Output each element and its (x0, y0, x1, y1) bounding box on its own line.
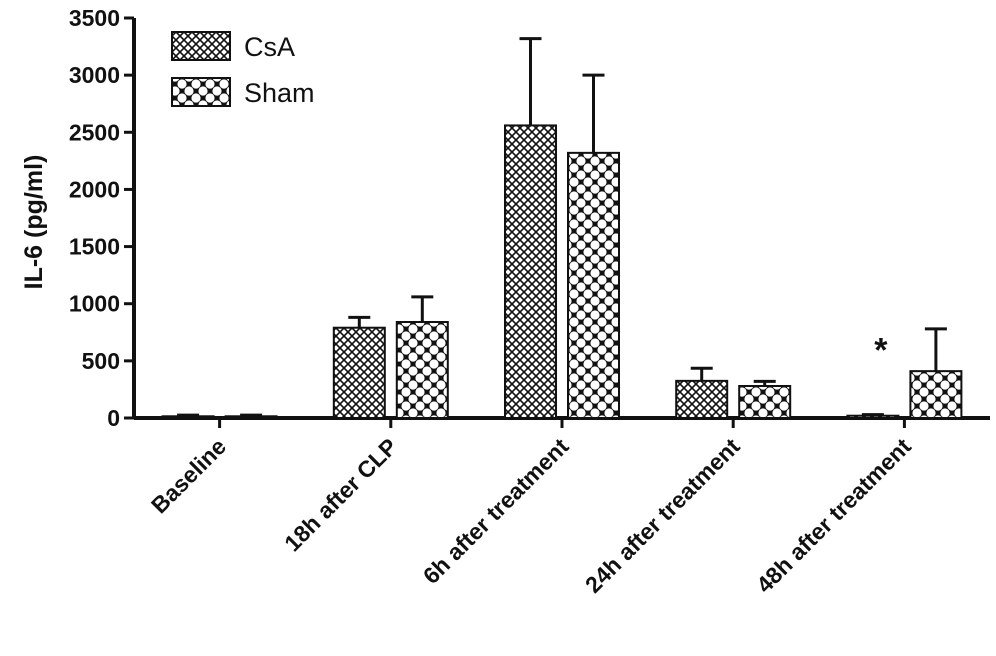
y-tick-label: 3500 (69, 5, 120, 31)
y-tick-label: 3000 (69, 62, 120, 88)
bar-sham (738, 385, 792, 419)
bar-csa (332, 326, 386, 420)
x-tick-label: 18h after CLP (279, 433, 402, 556)
x-tick-label: 6h after treatment (418, 433, 574, 589)
y-tick-label: 1500 (69, 234, 120, 260)
bars (161, 124, 963, 420)
y-tick-label: 500 (82, 348, 120, 374)
y-axis-title: IL-6 (pg/ml) (20, 155, 48, 290)
bar-csa (504, 124, 557, 420)
legend: CsA Sham (171, 31, 315, 108)
legend-swatch-csa (171, 31, 231, 61)
legend-label-csa: CsA (244, 32, 295, 62)
y-tick-label: 2500 (69, 119, 120, 145)
annotations: * (874, 331, 888, 369)
y-ticks: 0 500 1000 1500 2000 2500 3000 3500 (69, 5, 134, 431)
bar-sham (909, 370, 963, 419)
error-bars (177, 37, 947, 417)
x-tick-label: 48h after treatment (751, 433, 916, 598)
y-tick-label: 0 (107, 405, 120, 431)
bar-sham (567, 151, 620, 419)
legend-swatch-sham (171, 77, 231, 107)
x-tick-label: Baseline (146, 433, 231, 518)
x-ticks: Baseline 18h after CLP 6h after treatment 2… (146, 418, 916, 598)
y-tick-label: 1000 (69, 291, 120, 317)
significance-asterisk: * (874, 331, 888, 369)
y-tick-label: 2000 (69, 176, 120, 202)
x-tick-label: 24h after treatment (580, 433, 745, 598)
bar-csa (675, 379, 729, 420)
bar-sham (395, 321, 449, 419)
legend-label-sham: Sham (244, 78, 315, 108)
